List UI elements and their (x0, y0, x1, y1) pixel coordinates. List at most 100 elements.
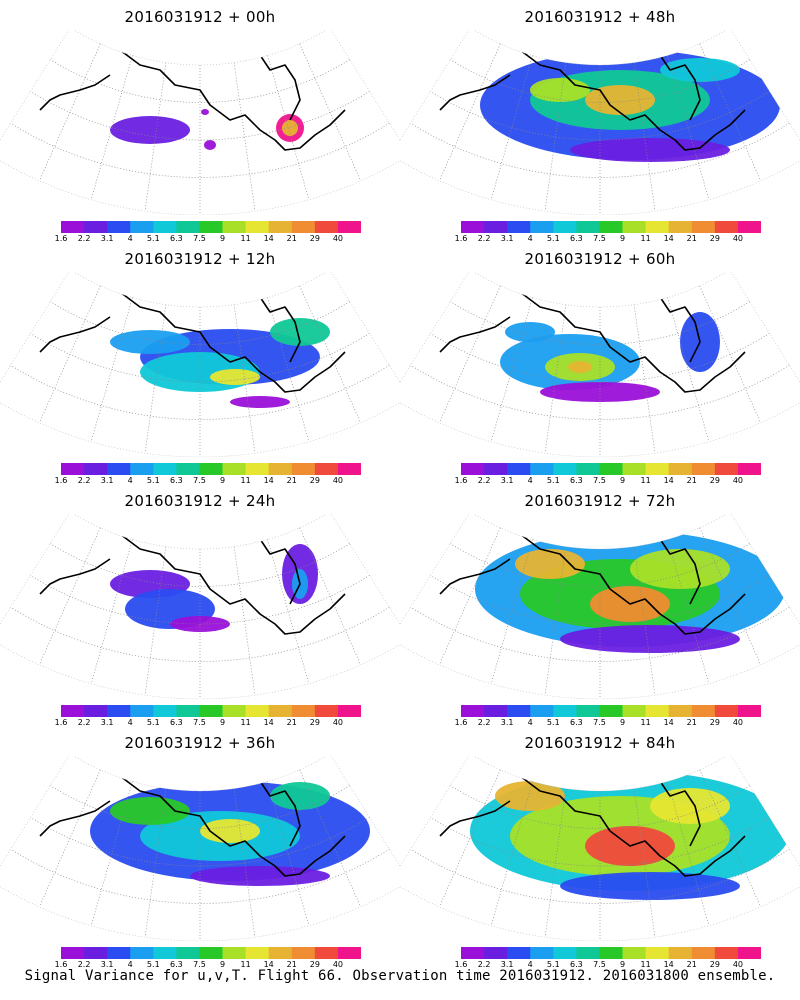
panel-title: 2016031912 + 12h (124, 250, 276, 268)
colorbar-tick-label: 14 (663, 960, 674, 969)
colorbar (61, 705, 361, 717)
forecast-panel: 2016031912 + 24h 1.6 2.2 3.1 4 5.1 6.3 7.5 9 11 14… (0, 484, 400, 729)
longitude-line (90, 539, 133, 684)
colorbar-tick-label: 14 (663, 234, 674, 243)
colorbar-swatch (61, 463, 85, 475)
colorbar-tick-label: 7.5 (193, 476, 206, 485)
colorbar-swatch (668, 221, 693, 233)
colorbar-swatch (737, 221, 761, 233)
colorbar-swatch (222, 463, 247, 475)
colorbar-tick-label: 6.3 (570, 718, 583, 727)
colorbar-tick-label: 11 (240, 234, 251, 243)
colorbar-tick-label: 29 (309, 960, 320, 969)
longitude-line (699, 43, 761, 181)
colorbar-swatch (84, 463, 108, 475)
longitude-line (90, 55, 133, 200)
colorbar-swatch (84, 705, 108, 717)
colorbar-swatch (553, 947, 577, 959)
colorbar-labels: 1.6 2.2 3.1 4 5.1 6.3 7.5 9 11 14 21 29 40 (455, 960, 761, 970)
colorbar-tick-label: 11 (640, 476, 651, 485)
longitude-line (267, 781, 310, 926)
colorbar-swatch (507, 221, 531, 233)
colorbar-tick-label: 6.3 (170, 718, 183, 727)
colorbar-tick-label: 2.2 (77, 234, 91, 243)
colorbar-tick-label: 4 (127, 960, 133, 969)
latitude-line (50, 59, 350, 103)
longitude-line (267, 539, 310, 684)
colorbar-swatch (668, 947, 693, 959)
longitude-line (633, 546, 656, 696)
colorbar-swatch (714, 221, 739, 233)
colorbar-swatch (507, 463, 531, 475)
colorbar-swatch (645, 947, 670, 959)
colorbar-swatch (737, 947, 761, 959)
variance-contour (630, 549, 730, 589)
colorbar-swatch (691, 705, 716, 717)
colorbar-swatch (245, 463, 270, 475)
colorbar-labels: 1.6 2.2 3.1 4 5.1 6.3 7.5 9 11 14 21 29 40 (55, 476, 361, 486)
longitude-line (544, 546, 567, 696)
colorbar-swatch (176, 463, 200, 475)
colorbar-tick-label: 14 (263, 476, 274, 485)
colorbar-tick-label: 5.1 (546, 960, 560, 969)
colorbar-tick-label: 3.1 (500, 234, 514, 243)
colorbar-swatch (222, 221, 247, 233)
variance-contour (505, 322, 555, 342)
panel-title: 2016031912 + 36h (124, 734, 276, 752)
polar-map (400, 30, 800, 215)
colorbar-swatch (530, 221, 554, 233)
forecast-panel: 2016031912 + 72h 1.6 2.2 3.1 4 5.1 6.3 7.5 9 11 14… (400, 484, 800, 729)
colorbar-swatch (153, 705, 177, 717)
colorbar-tick-label: 3.1 (500, 718, 514, 727)
colorbar-swatch (461, 947, 485, 959)
colorbar-swatch (268, 947, 293, 959)
longitude-line (544, 788, 567, 938)
colorbar-swatch (599, 463, 624, 475)
colorbar (461, 705, 761, 717)
colorbar-swatch (645, 463, 670, 475)
colorbar-swatch (645, 705, 670, 717)
colorbar-tick-label: 29 (709, 718, 720, 727)
colorbar-tick-label: 2.2 (477, 234, 491, 243)
longitude-line (233, 62, 256, 212)
variance-contour (190, 866, 330, 886)
colorbar-tick-label: 40 (732, 476, 744, 485)
latitude-line (10, 606, 390, 662)
colorbar-tick-label: 2.2 (77, 476, 91, 485)
colorbar-tick-label: 1.6 (54, 960, 68, 969)
colorbar-tick-label: 3.1 (500, 960, 514, 969)
colorbar-swatch (153, 221, 177, 233)
variance-contour (270, 782, 330, 810)
colorbar-tick-label: 21 (286, 476, 297, 485)
colorbar-tick-label: 5.1 (146, 718, 160, 727)
colorbar-swatch (576, 221, 600, 233)
variance-contour (110, 116, 190, 144)
variance-field (90, 781, 370, 886)
colorbar-tick-label: 1.6 (454, 234, 468, 243)
variance-field (500, 312, 720, 402)
colorbar-swatch (61, 947, 85, 959)
colorbar-labels: 1.6 2.2 3.1 4 5.1 6.3 7.5 9 11 14 21 29 40 (455, 234, 761, 244)
polar-map (0, 756, 400, 941)
colorbar-swatch (622, 947, 647, 959)
colorbar-tick-label: 40 (332, 476, 344, 485)
colorbar-tick-label: 29 (709, 960, 720, 969)
colorbar-tick-label: 40 (732, 234, 744, 243)
colorbar-swatch (130, 221, 154, 233)
colorbar-tick-label: 2.2 (477, 476, 491, 485)
colorbar-swatch (576, 705, 600, 717)
colorbar-tick-label: 7.5 (593, 960, 606, 969)
colorbar (461, 463, 761, 475)
longitude-line (39, 527, 101, 665)
colorbar-swatch (507, 705, 531, 717)
longitude-line (90, 781, 133, 926)
panel-title: 2016031912 + 00h (124, 8, 276, 26)
colorbar-swatch (714, 705, 739, 717)
colorbar-swatch (245, 705, 270, 717)
colorbar-swatch (622, 221, 647, 233)
colorbar-tick-label: 1.6 (454, 960, 468, 969)
colorbar-swatch (291, 463, 316, 475)
colorbar-tick-label: 9 (219, 476, 226, 485)
colorbar-swatch (337, 463, 361, 475)
colorbar-swatch (314, 463, 339, 475)
